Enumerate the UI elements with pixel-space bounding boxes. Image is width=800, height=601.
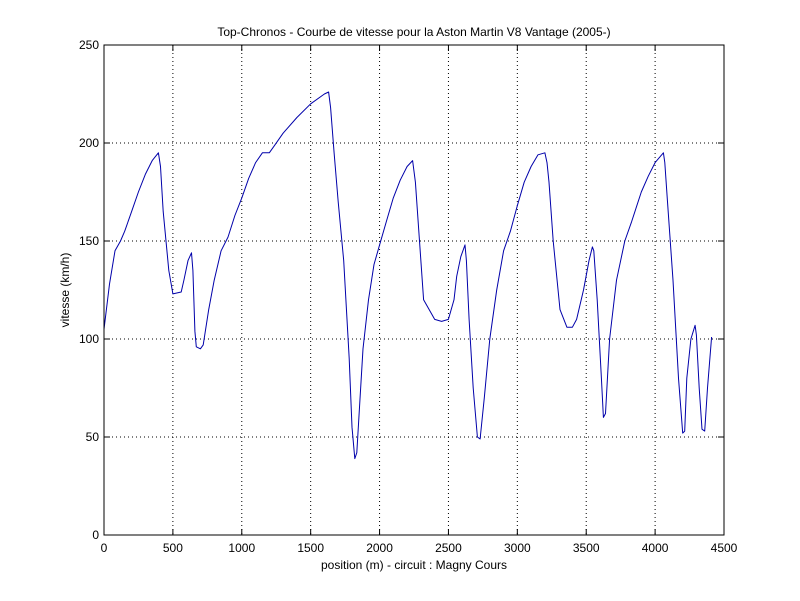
x-axis-title: position (m) - circuit : Magny Cours [321,558,507,572]
y-tick-label: 0 [92,528,99,542]
x-tick-label: 1500 [297,541,324,555]
x-tick-label: 4500 [711,541,738,555]
y-axis-title: vitesse (km/h) [58,253,72,328]
x-tick-label: 2000 [366,541,393,555]
x-tick-label: 500 [163,541,183,555]
x-tick-label: 3500 [573,541,600,555]
plot-frame [103,44,725,536]
chart-title: Top-Chronos - Courbe de vitesse pour la … [217,25,610,39]
grid [104,45,724,535]
speed-series-line [103,91,713,460]
x-tick-label: 1000 [228,541,255,555]
y-tick-label: 50 [86,430,100,444]
x-tick-label: 2500 [435,541,462,555]
y-tick-label: 150 [79,234,99,248]
plot-area [103,44,725,536]
x-tick-label: 3000 [504,541,531,555]
y-tick-labels: 0 50 100 150 200 250 [79,38,99,542]
x-tick-labels: 0 500 1000 1500 2000 2500 3000 3500 4000 4500 [101,541,738,555]
y-tick-label: 200 [79,136,99,150]
series-layer [103,91,713,460]
x-tick-label: 0 [101,541,108,555]
y-tick-label: 250 [79,38,99,52]
x-tick-label: 4000 [642,541,669,555]
y-tick-label: 100 [79,332,99,346]
